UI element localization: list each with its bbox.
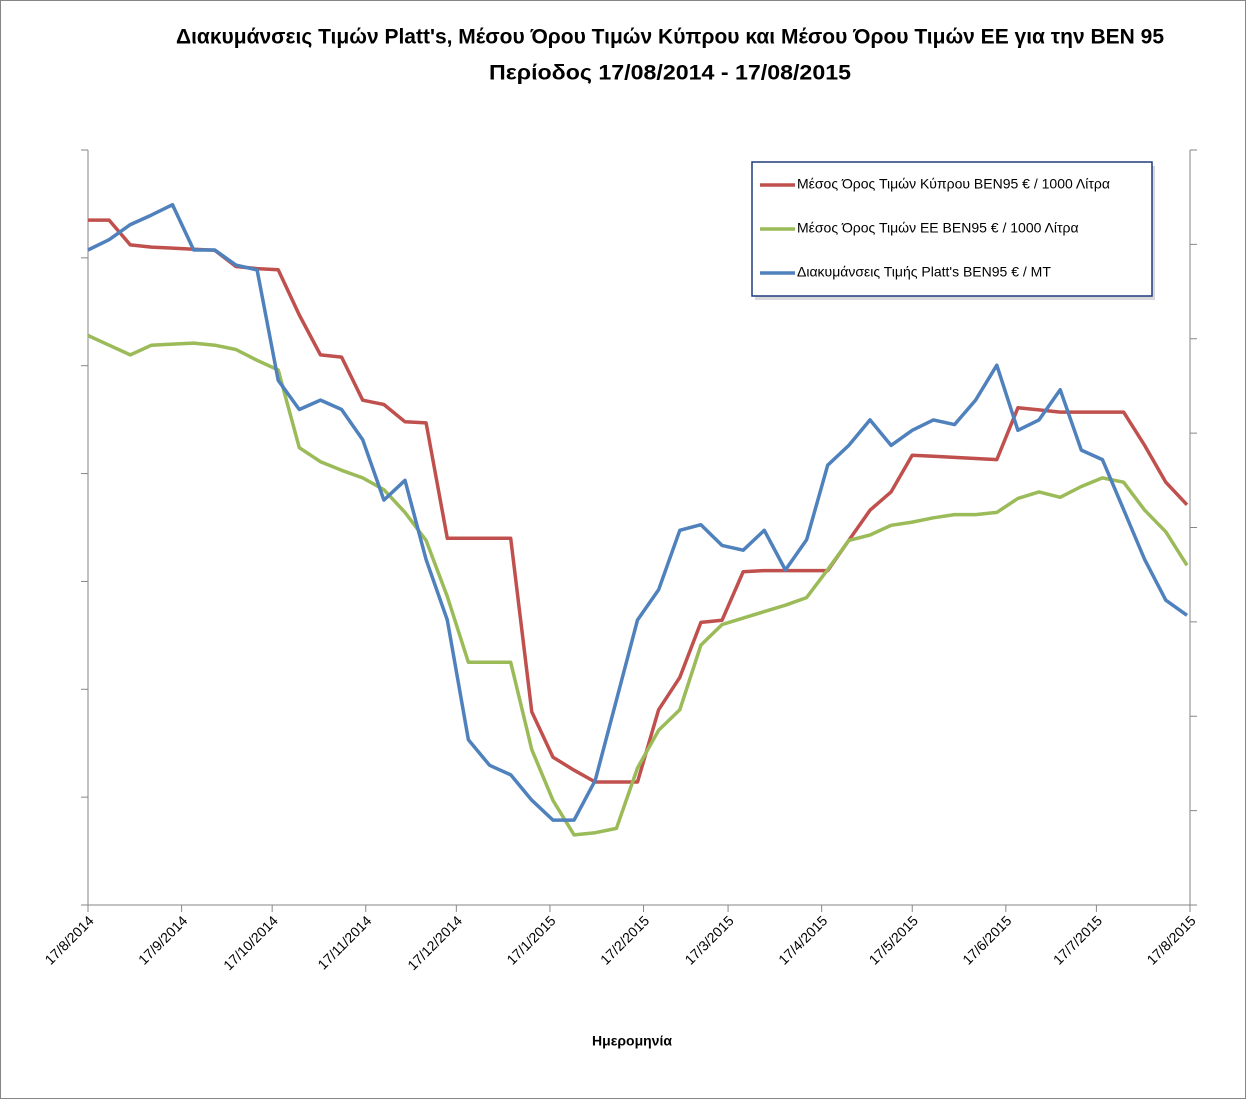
chart-title: Διακυμάνσεις Τιμών Platt's, Μέσου Όρου Τ… (176, 26, 1164, 49)
legend-label: Μέσος Όρος Τιμών ΕΕ ΒΕΝ95 € / 1000 Λίτρα (797, 220, 1079, 236)
x-axis-label: Ημερομηνία (592, 1033, 672, 1049)
series-line (87, 202, 1189, 822)
legend-label: Μέσος Όρος Τιμών Κύπρου ΒΕΝ95 € / 1000 Λ… (797, 176, 1110, 192)
chart-subtitle: Περίοδος 17/08/2014 - 17/08/2015 (489, 62, 851, 85)
legend-label: Διακυμάνσεις Τιμής Platt's ΒΕΝ95 € / ΜΤ (797, 264, 1051, 280)
series-line (88, 218, 1189, 784)
series-line (87, 333, 1189, 837)
legend (751, 161, 1153, 297)
